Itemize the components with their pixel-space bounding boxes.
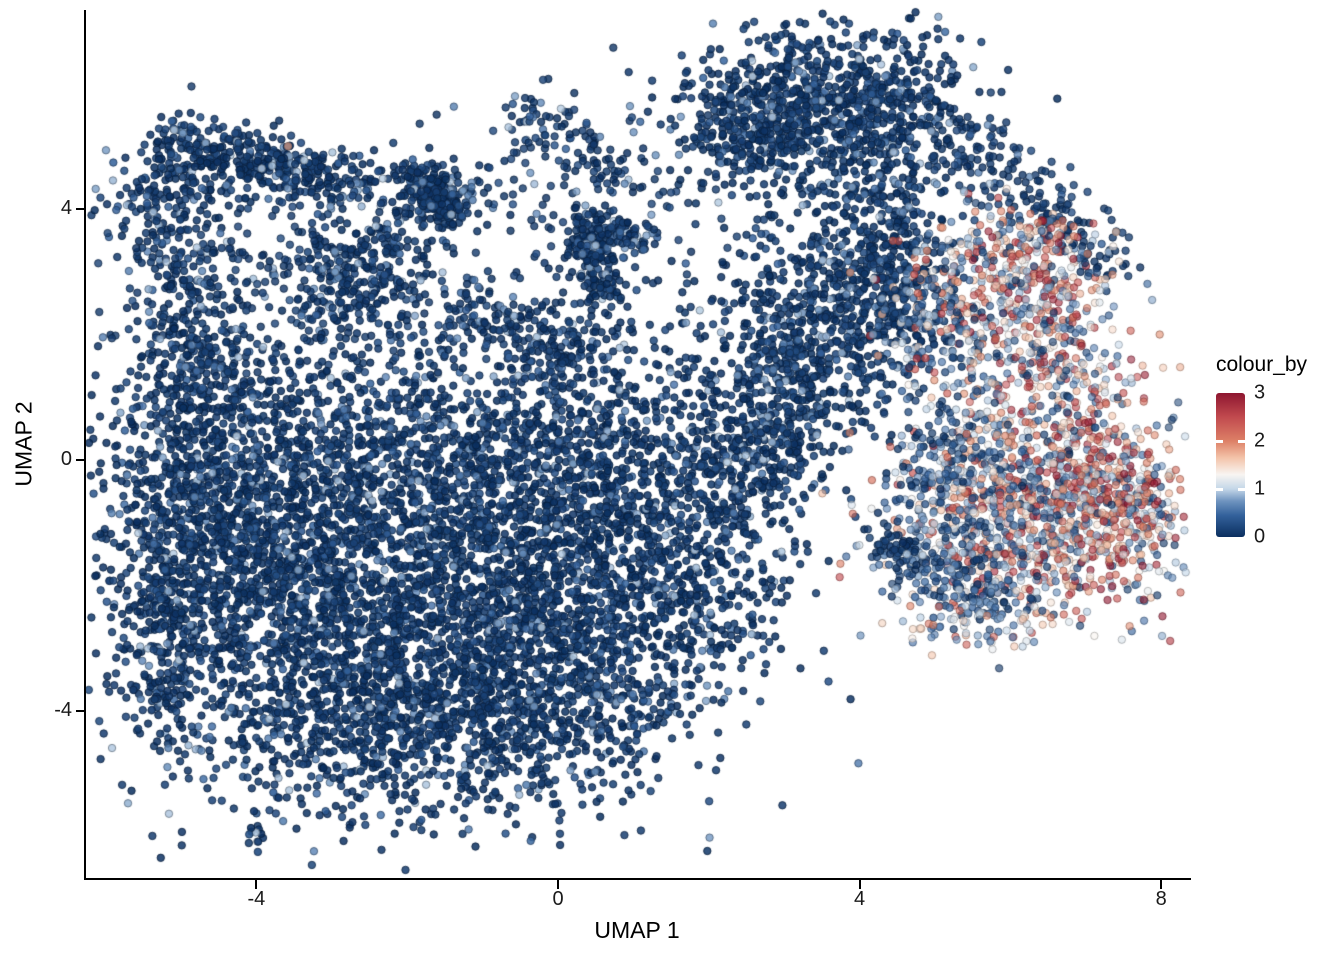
x-axis-line [84, 878, 1191, 880]
colorbar-gradient [1216, 393, 1245, 537]
colorbar-tick-mark [1216, 487, 1223, 491]
colorbar-tick-mark [1216, 439, 1223, 443]
legend-tick-label: 0 [1254, 525, 1266, 548]
y-tick-mark [76, 208, 85, 210]
x-tick-mark [858, 880, 861, 889]
x-tick-label: 8 [1155, 888, 1167, 910]
y-axis-title: UMAP 2 [10, 401, 37, 487]
y-tick-label: 4 [60, 197, 72, 219]
colorbar-tick-mark [1238, 487, 1245, 491]
x-tick-label: -4 [247, 888, 266, 910]
y-tick-label: 0 [60, 448, 72, 470]
x-tick-mark [255, 880, 258, 889]
x-tick-mark [557, 880, 559, 889]
y-tick-label: -4 [54, 699, 72, 721]
legend-tick-label: 3 [1254, 381, 1266, 404]
y-axis-line [84, 10, 86, 880]
legend-tick-label: 2 [1254, 429, 1266, 452]
y-tick-mark [76, 459, 85, 461]
y-tick-mark [76, 710, 85, 712]
x-tick-mark [1160, 880, 1163, 889]
x-tick-label: 4 [854, 888, 866, 910]
x-tick-label: 0 [552, 888, 564, 910]
legend-title: colour_by [1216, 353, 1308, 376]
legend-tick-label: 1 [1254, 477, 1266, 500]
legend: colour_by 3 2 1 0 [1205, 350, 1344, 570]
x-axis-title: UMAP 1 [594, 917, 680, 943]
colorbar-tick-mark [1238, 439, 1245, 443]
